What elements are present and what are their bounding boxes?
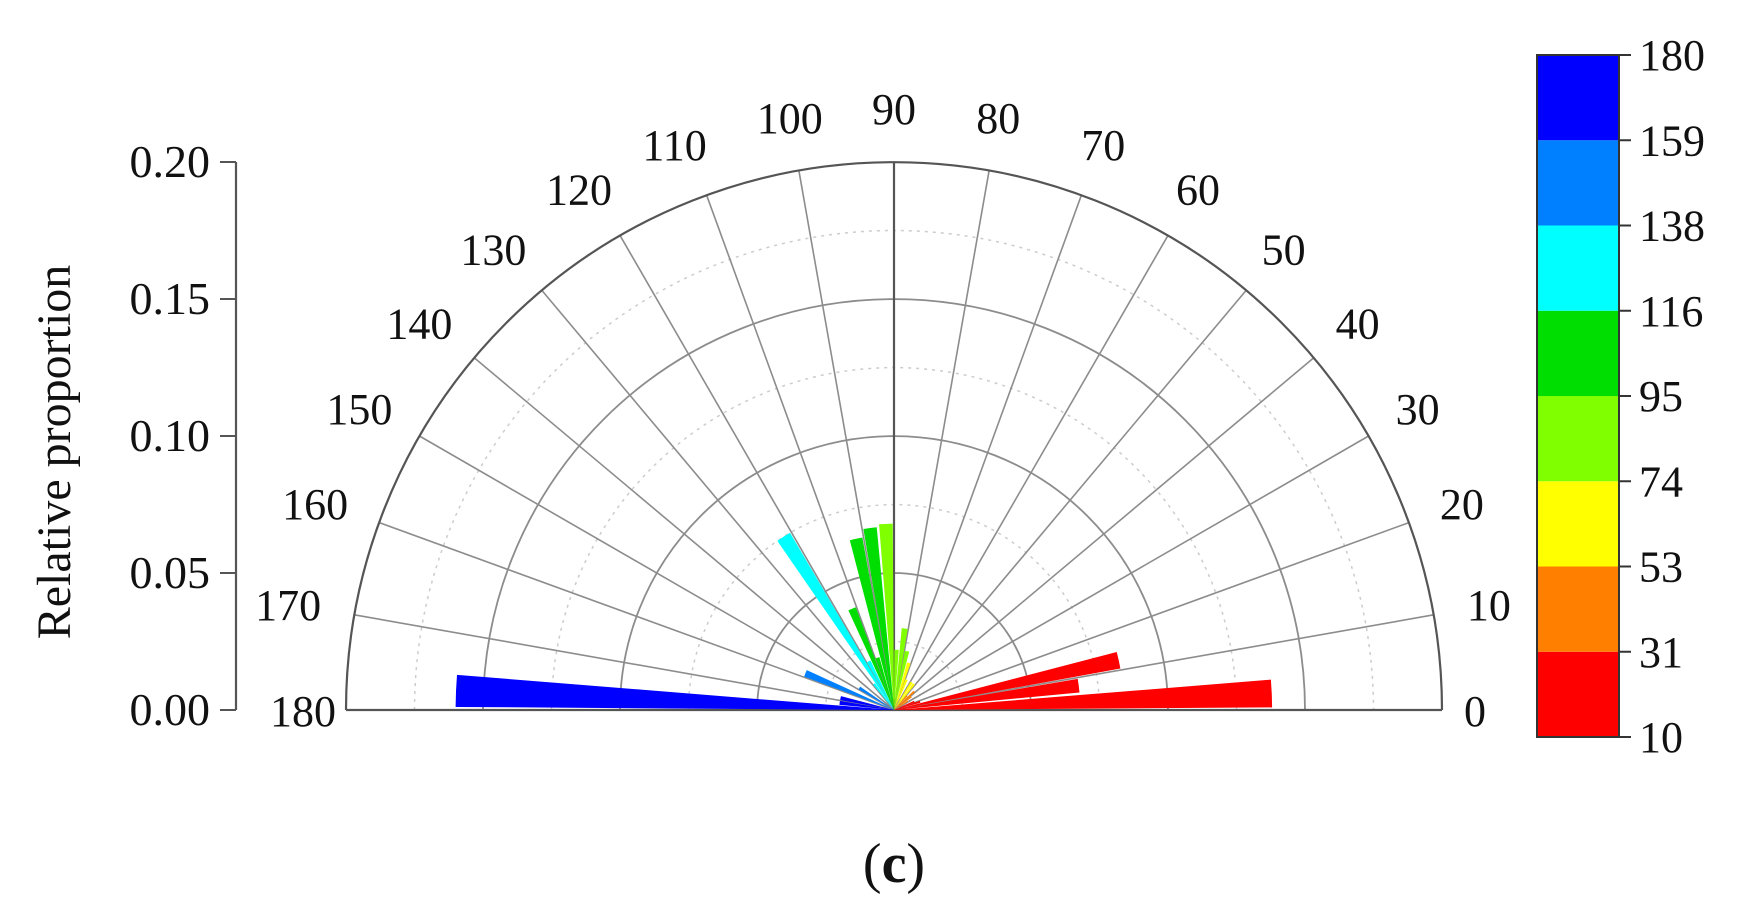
polar-bar (894, 649, 899, 710)
angle-tick-label: 180 (270, 687, 336, 736)
y-tick-label: 0.10 (130, 410, 211, 461)
radial-grid-line (893, 194, 1083, 711)
angle-tick-label: 70 (1081, 121, 1125, 170)
polar-bar (894, 700, 915, 710)
polar-bar (839, 700, 894, 710)
colorbar-segment (1537, 481, 1619, 567)
polar-grid (344, 160, 1444, 712)
polar-bar (858, 686, 894, 710)
polar-bar (894, 700, 921, 710)
panel-label: (c) (863, 833, 925, 895)
polar-bar (804, 670, 894, 710)
colorbar: 10 31 53 74 95 116 138 159 180 (1536, 31, 1705, 762)
radial-grid-line (893, 521, 1410, 711)
angle-tick-label: 170 (255, 581, 321, 630)
radial-grid-line (419, 435, 895, 711)
polar-bar (894, 662, 911, 710)
angle-tick-label: 60 (1176, 165, 1220, 214)
colorbar-segment (1537, 396, 1619, 482)
colorbar-tick-label: 180 (1639, 31, 1705, 80)
angle-tick-label: 140 (386, 299, 452, 348)
colorbar-segment (1537, 310, 1619, 396)
colorbar-tick-label: 95 (1639, 372, 1683, 421)
angle-tick-label: 10 (1467, 581, 1511, 630)
y-tick-label: 0.15 (130, 273, 211, 324)
angle-tick-label: 160 (282, 480, 348, 529)
panel-label-open: ( (863, 833, 882, 895)
radial-grid-line (473, 357, 895, 711)
polar-bar (455, 674, 894, 710)
radial-axis: 0.00 0.05 0.10 0.15 0.20 (130, 136, 238, 735)
polar-bar (777, 532, 894, 710)
polar-bar (894, 650, 910, 710)
colorbar-segment (1537, 140, 1619, 226)
colorbar-tick-label: 116 (1639, 287, 1703, 336)
colorbar-tick-label: 74 (1639, 457, 1683, 506)
angle-tick-label: 120 (546, 165, 612, 214)
radial-grid-line (705, 194, 895, 711)
polar-bar (894, 679, 908, 710)
y-tick-label: 0.20 (130, 136, 211, 187)
angle-tick-label: 20 (1440, 480, 1484, 529)
polar-bar (894, 681, 913, 710)
panel-label-close: ) (906, 833, 925, 895)
radial-grid-line (354, 614, 895, 711)
colorbar-segment (1537, 566, 1619, 652)
colorbar-tick-label: 10 (1639, 713, 1683, 762)
angle-tick-label: 40 (1336, 299, 1380, 348)
colorbar-tick-label: 31 (1639, 628, 1683, 677)
radial-grid-line (541, 289, 895, 711)
polar-bar (894, 696, 912, 710)
angle-tick-label: 90 (872, 85, 916, 134)
colorbar-tick-label: 53 (1639, 543, 1683, 592)
polar-bar (894, 700, 909, 710)
polar-bar (866, 660, 894, 710)
polar-bar (873, 683, 894, 710)
angle-tick-label: 80 (976, 94, 1020, 143)
polar-bar (875, 657, 894, 710)
polar-bar (894, 628, 908, 710)
angle-tick-label: 130 (460, 225, 526, 274)
radial-grid-line (619, 235, 895, 711)
radial-grid-line (893, 235, 1169, 711)
polar-bar (894, 690, 915, 710)
polar-bar (863, 527, 894, 710)
polar-bar (894, 683, 915, 710)
panel-label-letter: c (882, 833, 907, 895)
radial-grid-line (798, 170, 895, 711)
colorbar-segment (1537, 55, 1619, 141)
polar-bar (894, 679, 1273, 710)
angle-tick-label: 150 (326, 385, 392, 434)
polar-bar (840, 696, 894, 710)
colorbar-tick-label: 138 (1639, 202, 1705, 251)
polar-bar (849, 537, 894, 710)
angle-tick-label: 0 (1464, 687, 1486, 736)
polar-bar (879, 523, 894, 710)
radial-grid-line (378, 521, 895, 711)
polar-bar (894, 695, 908, 710)
y-tick-label: 0.00 (130, 684, 211, 735)
polar-bar (848, 607, 894, 710)
angle-tick-label: 100 (757, 94, 823, 143)
colorbar-segment (1537, 651, 1619, 737)
polar-bars (455, 523, 1273, 710)
angle-labels: 0102030405060708090100110120130140150160… (255, 85, 1511, 736)
radial-grid-line (893, 289, 1247, 711)
polar-bar (894, 651, 1121, 710)
angle-tick-label: 110 (642, 121, 706, 170)
polar-bar (894, 678, 1080, 710)
colorbar-tick-label: 159 (1639, 116, 1705, 165)
colorbar-segment (1537, 225, 1619, 311)
radial-grid-line (893, 357, 1315, 711)
y-axis-label: Relative proportion (28, 265, 81, 640)
angle-tick-label: 50 (1262, 225, 1306, 274)
radial-grid-line (893, 614, 1434, 711)
angle-tick-label: 30 (1396, 385, 1440, 434)
radial-grid-line (893, 435, 1369, 711)
radial-grid-line (893, 170, 990, 711)
y-tick-label: 0.05 (130, 547, 211, 598)
